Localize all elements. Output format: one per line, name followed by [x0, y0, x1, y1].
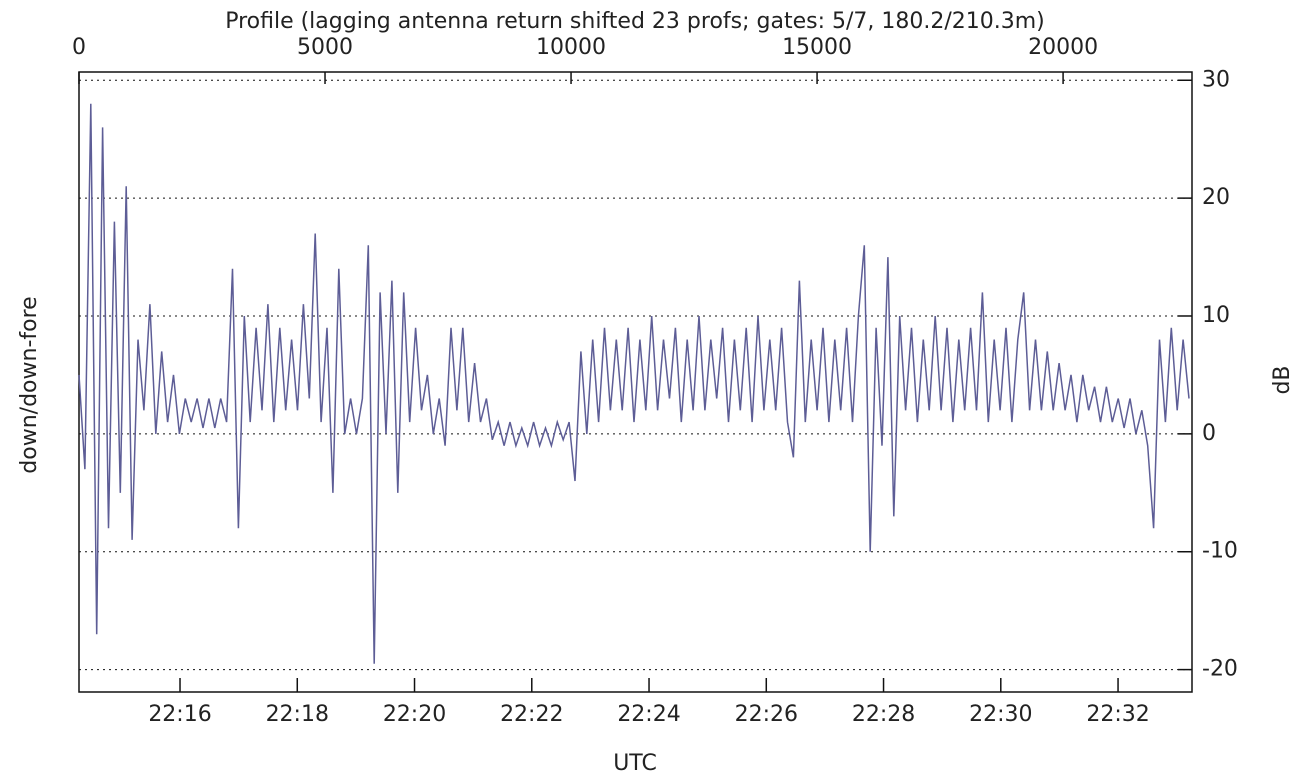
x-bottom-tick-label: 22:28: [852, 702, 915, 727]
y2-axis-label: dB: [1270, 365, 1295, 394]
y-tick-label: 30: [1202, 67, 1230, 92]
x-top-tick-label: 0: [72, 35, 86, 60]
x-bottom-tick-label: 22:24: [617, 702, 680, 727]
x-top-tick-label: 15000: [782, 35, 852, 60]
x-bottom-tick-label: 22:26: [735, 702, 798, 727]
y-tick-label: 10: [1202, 303, 1230, 328]
y-axis-label: down/down-fore: [17, 296, 42, 473]
x-bottom-tick-label: 22:16: [148, 702, 211, 727]
y-tick-label: -20: [1202, 657, 1238, 682]
x-bottom-tick-label: 22:18: [266, 702, 329, 727]
x-bottom-tick-label: 22:32: [1086, 702, 1149, 727]
x-top-tick-label: 20000: [1028, 35, 1098, 60]
x-bottom-tick-label: 22:20: [383, 702, 446, 727]
plot-frame: [78, 71, 1193, 693]
x-top-tick-label: 5000: [297, 35, 353, 60]
y-tick-label: 0: [1202, 421, 1216, 446]
y-tick-label: 20: [1202, 185, 1230, 210]
x-top-tick-label: 10000: [536, 35, 606, 60]
x-bottom-tick-label: 22:22: [500, 702, 563, 727]
y-tick-label: -10: [1202, 539, 1238, 564]
x-axis-label: UTC: [613, 751, 657, 776]
data-line: [78, 103, 1190, 664]
x-bottom-tick-label: 22:30: [969, 702, 1032, 727]
top-axis-title: Profile (lagging antenna return shifted …: [225, 9, 1045, 34]
